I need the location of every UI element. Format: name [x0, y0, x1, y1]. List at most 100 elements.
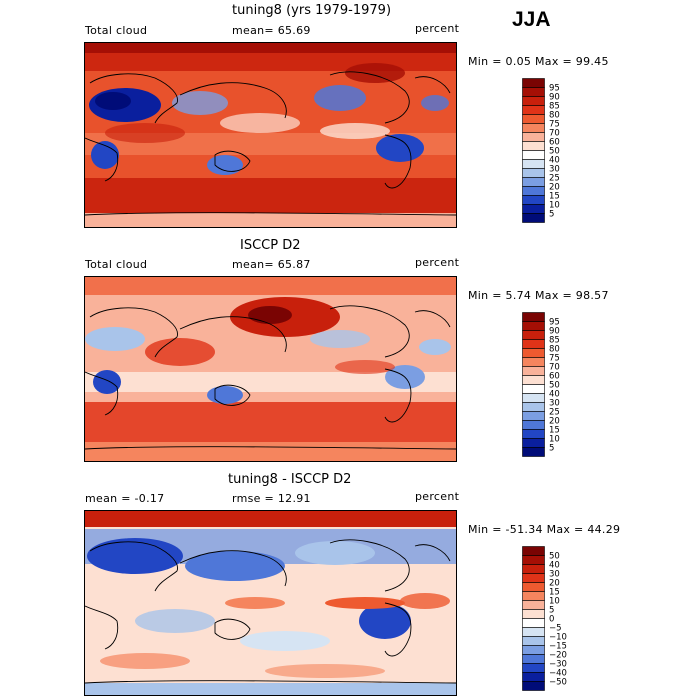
- colorbar-1-tick-label: 10: [549, 201, 560, 211]
- colorbar-3-box: [522, 564, 545, 574]
- colorbar-1-box: [522, 96, 545, 106]
- colorbar-3-box: [522, 618, 545, 628]
- colorbar-3-box: [522, 555, 545, 565]
- panel-3-mean: mean = -0.17: [85, 492, 165, 505]
- colorbar-2-box: [522, 420, 545, 430]
- colorbar-3-tick-label: 15: [549, 588, 560, 598]
- colorbar-1-box: [522, 87, 545, 97]
- colorbar-3-tick-label: 0: [549, 615, 554, 625]
- colorbar-3-tick-label: 50: [549, 552, 560, 562]
- colorbar-3-tick-label: 10: [549, 597, 560, 607]
- colorbar-2-box: [522, 321, 545, 331]
- colorbar-3-box: [522, 654, 545, 664]
- colorbar-1-tick-label: 50: [549, 147, 560, 157]
- colorbar-3-box: [522, 627, 545, 637]
- colorbar-2-box: [522, 402, 545, 412]
- colorbar-3-box: [522, 600, 545, 610]
- panel-1-map: [84, 42, 457, 228]
- colorbar-2-box: [522, 330, 545, 340]
- colorbar-2-box: [522, 312, 545, 322]
- colorbar-3-tick-label: −5: [549, 624, 562, 634]
- colorbar-2-tick-label: 80: [549, 345, 560, 355]
- colorbar-1-tick-label: 25: [549, 174, 560, 184]
- panel-1-mean: mean= 65.69: [232, 24, 311, 37]
- colorbar-2-box: [522, 375, 545, 385]
- colorbar-1-tick-label: 90: [549, 93, 560, 103]
- colorbar-2-tick-label: 50: [549, 381, 560, 391]
- panel-1-units: percent: [415, 22, 460, 35]
- colorbar-2-box: [522, 339, 545, 349]
- colorbar-1-tick-label: 15: [549, 192, 560, 202]
- colorbar-2-tick-label: 5: [549, 444, 554, 454]
- panel-3-rmse: rmse = 12.91: [232, 492, 311, 505]
- colorbar-1-box: [522, 105, 545, 115]
- colorbar-1-box: [522, 123, 545, 133]
- panel-2-map: [84, 276, 457, 462]
- colorbar-1-box: [522, 114, 545, 124]
- colorbar-3-box: [522, 546, 545, 556]
- colorbar-3-tick-label: 40: [549, 561, 560, 571]
- colorbar-3-tick-label: −40: [549, 669, 567, 679]
- panel-2-title: ISCCP D2: [240, 238, 301, 253]
- panel-2-colorbar: 95 90 85 80 75 70 60 50 40 30 25 20 15 10 5: [522, 312, 602, 462]
- panel-3-units: percent: [415, 490, 460, 503]
- colorbar-2-box: [522, 384, 545, 394]
- panel-2-mean: mean= 65.87: [232, 258, 311, 271]
- colorbar-2-box: [522, 393, 545, 403]
- colorbar-3-box: [522, 645, 545, 655]
- colorbar-3-tick-label: −15: [549, 642, 567, 652]
- season-label: JJA: [512, 8, 551, 31]
- colorbar-3-box: [522, 582, 545, 592]
- colorbar-3-tick-label: 30: [549, 570, 560, 580]
- colorbar-2-tick-label: 95: [549, 318, 560, 328]
- colorbar-2-tick-label: 40: [549, 390, 560, 400]
- colorbar-1-tick-label: 85: [549, 102, 560, 112]
- colorbar-3-box: [522, 663, 545, 673]
- colorbar-2-tick-label: 25: [549, 408, 560, 418]
- colorbar-2-box: [522, 348, 545, 358]
- panel-1-variable-label: Total cloud: [85, 24, 148, 37]
- panel-3-map: [84, 510, 457, 696]
- colorbar-1-tick-label: 20: [549, 183, 560, 193]
- colorbar-3-box: [522, 636, 545, 646]
- colorbar-1-box: [522, 132, 545, 142]
- colorbar-2-tick-label: 75: [549, 354, 560, 364]
- colorbar-2-box: [522, 447, 545, 457]
- panel-2-units: percent: [415, 256, 460, 269]
- panel-3-title: tuning8 - ISCCP D2: [228, 472, 352, 487]
- colorbar-1-box: [522, 177, 545, 187]
- colorbar-1-box: [522, 186, 545, 196]
- colorbar-1-tick-label: 5: [549, 210, 554, 220]
- panel-2-variable-label: Total cloud: [85, 258, 148, 271]
- colorbar-2-box: [522, 429, 545, 439]
- colorbar-2-box: [522, 366, 545, 376]
- colorbar-1-box: [522, 78, 545, 88]
- panel-3-coastlines: [85, 539, 456, 684]
- colorbar-3-tick-label: 5: [549, 606, 554, 616]
- panel-1-title: tuning8 (yrs 1979-1979): [232, 3, 392, 18]
- panel-2-field: [85, 277, 456, 461]
- colorbar-2-tick-label: 30: [549, 399, 560, 409]
- panel-3-field: [85, 511, 456, 695]
- panel-3-minmax: Min = -51.34 Max = 44.29: [468, 523, 621, 536]
- colorbar-1-tick-label: 80: [549, 111, 560, 121]
- colorbar-1-tick-label: 95: [549, 84, 560, 94]
- panel-2-coastlines: [85, 305, 456, 450]
- colorbar-3-tick-label: −30: [549, 660, 567, 670]
- colorbar-2-tick-label: 70: [549, 363, 560, 373]
- colorbar-2-tick-label: 20: [549, 417, 560, 427]
- colorbar-3-tick-label: −10: [549, 633, 567, 643]
- colorbar-2-tick-label: 90: [549, 327, 560, 337]
- colorbar-2-box: [522, 357, 545, 367]
- colorbar-1-box: [522, 213, 545, 223]
- colorbar-3-tick-label: −50: [549, 678, 567, 688]
- colorbar-2-tick-label: 85: [549, 336, 560, 346]
- colorbar-1-box: [522, 150, 545, 160]
- colorbar-1-tick-label: 70: [549, 129, 560, 139]
- colorbar-1-box: [522, 141, 545, 151]
- panel-2-minmax: Min = 5.74 Max = 98.57: [468, 289, 609, 302]
- colorbar-3-box: [522, 681, 545, 691]
- colorbar-1-box: [522, 159, 545, 169]
- colorbar-3-tick-label: −20: [549, 651, 567, 661]
- panel-3-colorbar: 50 40 30 20 15 10 5 0 −5 −10 −15 −20 −30 −40 −50: [522, 546, 602, 696]
